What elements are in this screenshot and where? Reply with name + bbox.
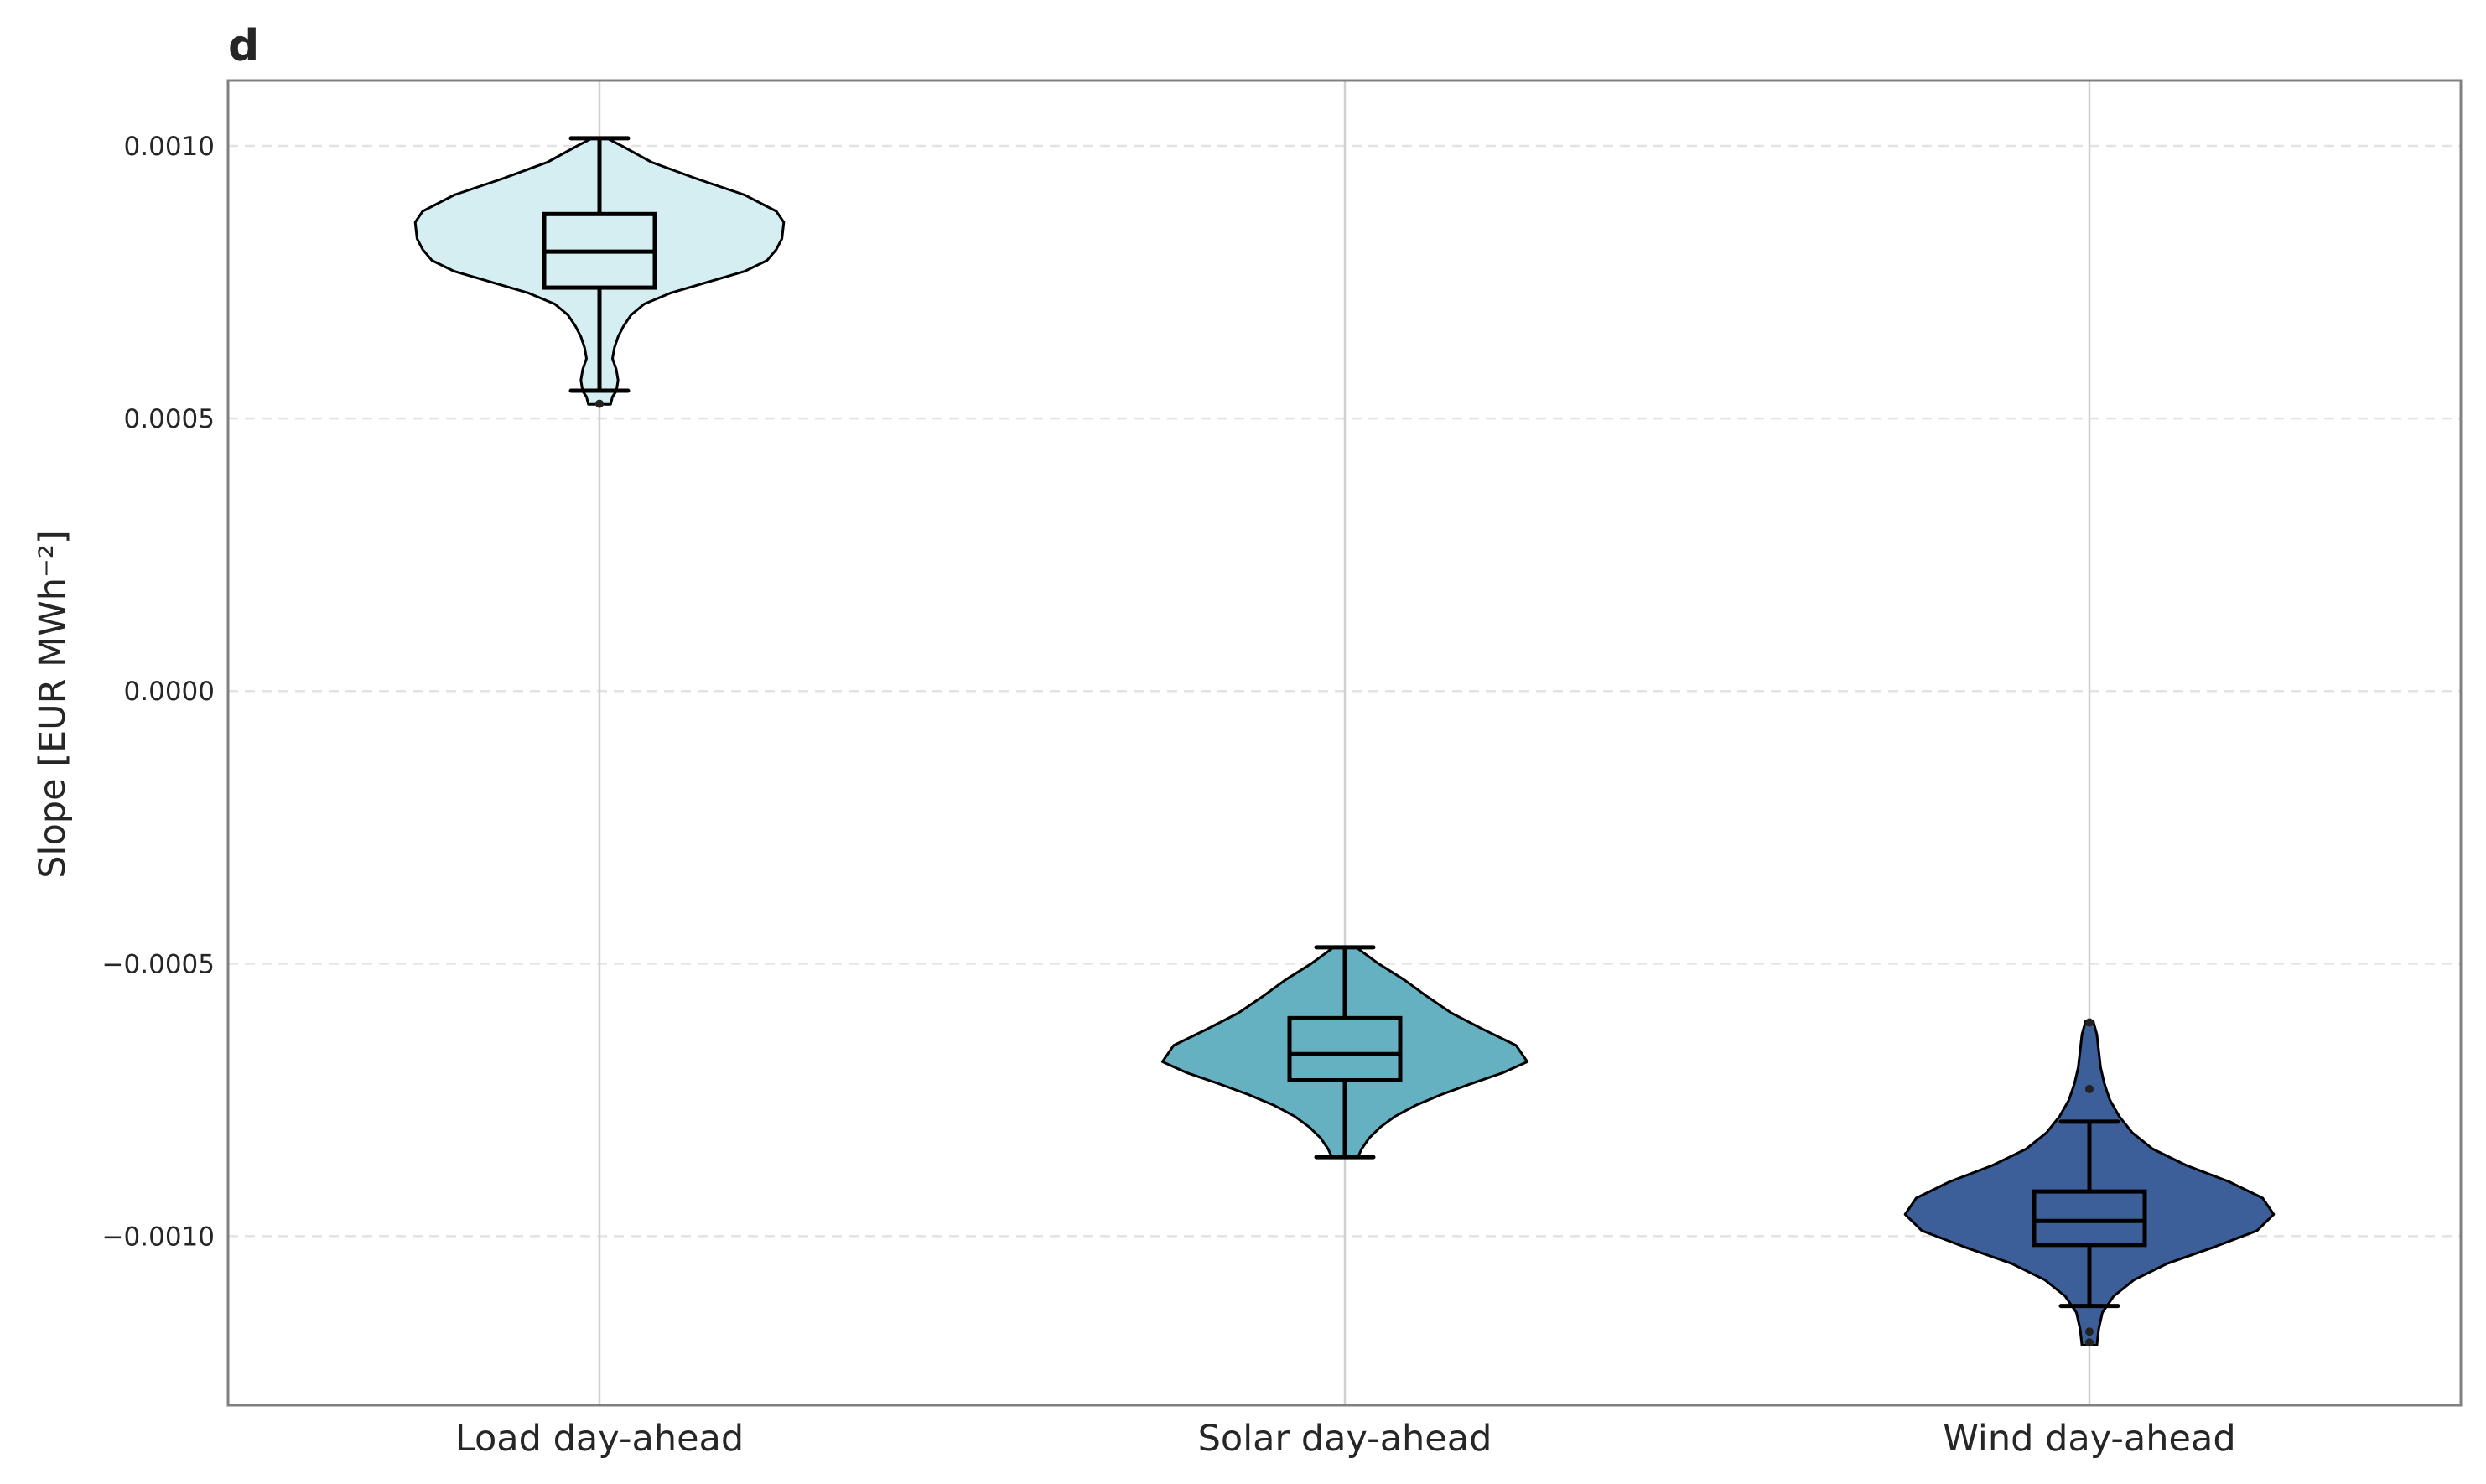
y-tick-label: 0.0000: [124, 677, 215, 707]
box-iqr: [2032, 1189, 2147, 1248]
violin-group: [1160, 945, 1529, 1160]
panel-label: d: [228, 21, 259, 71]
violin-body: [413, 137, 786, 406]
y-tick-label: −0.0005: [102, 949, 215, 979]
y-tick-label: −0.0010: [102, 1222, 215, 1252]
y-axis-title: Slope [EUR MWh⁻²]: [32, 530, 74, 879]
violin-group: [1903, 1018, 2276, 1347]
plot-frame: [226, 79, 2463, 1407]
x-tick-label: Wind day-ahead: [1943, 1418, 2235, 1460]
violin-group: [413, 136, 786, 408]
outlier-point: [2085, 1327, 2094, 1336]
outlier-point: [2085, 1338, 2094, 1347]
outlier-point: [2085, 1018, 2094, 1027]
outlier-point: [595, 399, 604, 408]
box-iqr: [1287, 1015, 1403, 1082]
x-axis-ticks: Load day-ahead Solar day-ahead Wind day-ah…: [455, 1418, 2236, 1460]
y-axis-ticks: 0.0010 0.0005 0.0000 −0.0005 −0.0010: [102, 132, 215, 1252]
violins: [413, 136, 2276, 1347]
y-tick-label: 0.0010: [124, 132, 215, 162]
y-tick-label: 0.0005: [124, 404, 215, 434]
x-tick-label: Load day-ahead: [455, 1418, 744, 1460]
outlier-point: [2085, 1084, 2094, 1093]
x-tick-label: Solar day-ahead: [1198, 1418, 1492, 1460]
